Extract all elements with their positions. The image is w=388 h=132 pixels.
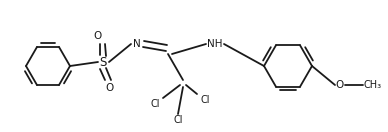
Text: Cl: Cl (173, 115, 183, 125)
Text: S: S (99, 55, 107, 69)
Text: O: O (106, 83, 114, 93)
Text: Cl: Cl (200, 95, 210, 105)
Text: O: O (94, 31, 102, 41)
Text: O: O (336, 80, 344, 90)
Text: NH: NH (207, 39, 223, 49)
Text: CH₃: CH₃ (363, 80, 381, 90)
Text: N: N (133, 39, 141, 49)
Text: Cl: Cl (150, 99, 160, 109)
